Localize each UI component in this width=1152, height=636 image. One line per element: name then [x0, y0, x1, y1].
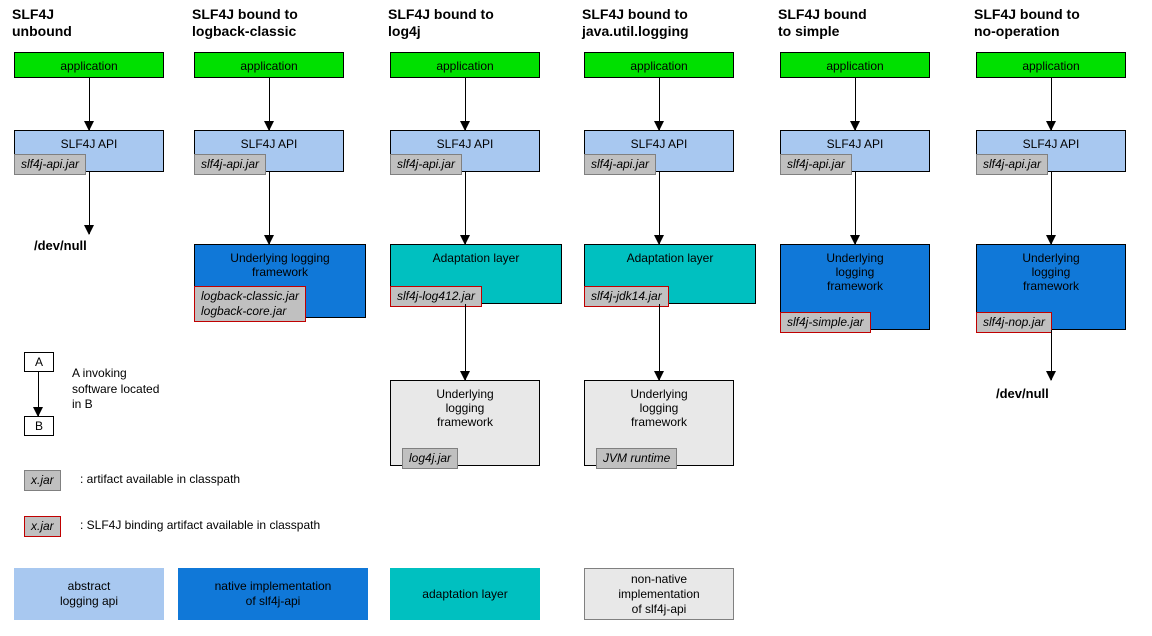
legend-arrow — [38, 372, 39, 416]
native-jar: slf4j-nop.jar — [976, 312, 1052, 333]
api-jar: slf4j-api.jar — [194, 154, 266, 175]
application-box: application — [976, 52, 1126, 78]
legend-ab-text: A invokingsoftware locatedin B — [72, 366, 159, 413]
legend-swatch: adaptation layer — [390, 568, 540, 620]
api-jar: slf4j-api.jar — [14, 154, 86, 175]
native-jar: logback-classic.jarlogback-core.jar — [194, 286, 306, 322]
arrow — [1051, 330, 1052, 380]
arrow — [855, 172, 856, 244]
nonnative-jar: log4j.jar — [402, 448, 458, 469]
legend-jar-sample: x.jar — [24, 470, 61, 491]
arrow — [465, 172, 466, 244]
legend-box-a: A — [24, 352, 54, 372]
api-jar: slf4j-api.jar — [584, 154, 656, 175]
legend-swatch: abstractlogging api — [14, 568, 164, 620]
adapt-jar: slf4j-log412.jar — [390, 286, 482, 307]
native-jar: slf4j-simple.jar — [780, 312, 871, 333]
column-title: SLF4J bound tono-operation — [974, 6, 1152, 40]
arrow — [659, 78, 660, 130]
api-jar: slf4j-api.jar — [976, 154, 1048, 175]
arrow — [269, 78, 270, 130]
arrow — [1051, 172, 1052, 244]
api-jar: slf4j-api.jar — [780, 154, 852, 175]
application-box: application — [390, 52, 540, 78]
legend-swatch: native implementationof slf4j-api — [178, 568, 368, 620]
arrow — [89, 78, 90, 130]
application-box: application — [584, 52, 734, 78]
column-title: SLF4J bound tolog4j — [388, 6, 568, 40]
application-box: application — [14, 52, 164, 78]
column-title: SLF4J bound tologback-classic — [192, 6, 372, 40]
arrow — [659, 304, 660, 380]
dest-text: /dev/null — [34, 238, 87, 253]
legend-redjar-text: : SLF4J binding artifact available in cl… — [80, 518, 320, 534]
legend-swatch: non-nativeimplementationof slf4j-api — [584, 568, 734, 620]
column-title: SLF4J bound tojava.util.logging — [582, 6, 762, 40]
arrow — [855, 78, 856, 130]
api-jar: slf4j-api.jar — [390, 154, 462, 175]
arrow — [269, 172, 270, 244]
application-box: application — [194, 52, 344, 78]
column-title: SLF4Junbound — [12, 6, 192, 40]
adapt-jar: slf4j-jdk14.jar — [584, 286, 669, 307]
legend-box-b: B — [24, 416, 54, 436]
legend-redjar-sample: x.jar — [24, 516, 61, 537]
application-box: application — [780, 52, 930, 78]
arrow — [465, 78, 466, 130]
arrow — [89, 172, 90, 234]
arrow — [659, 172, 660, 244]
arrow — [465, 304, 466, 380]
nonnative-jar: JVM runtime — [596, 448, 677, 469]
arrow — [1051, 78, 1052, 130]
dest-text: /dev/null — [996, 386, 1049, 401]
legend-jar-text: : artifact available in classpath — [80, 472, 240, 488]
column-title: SLF4J boundto simple — [778, 6, 958, 40]
